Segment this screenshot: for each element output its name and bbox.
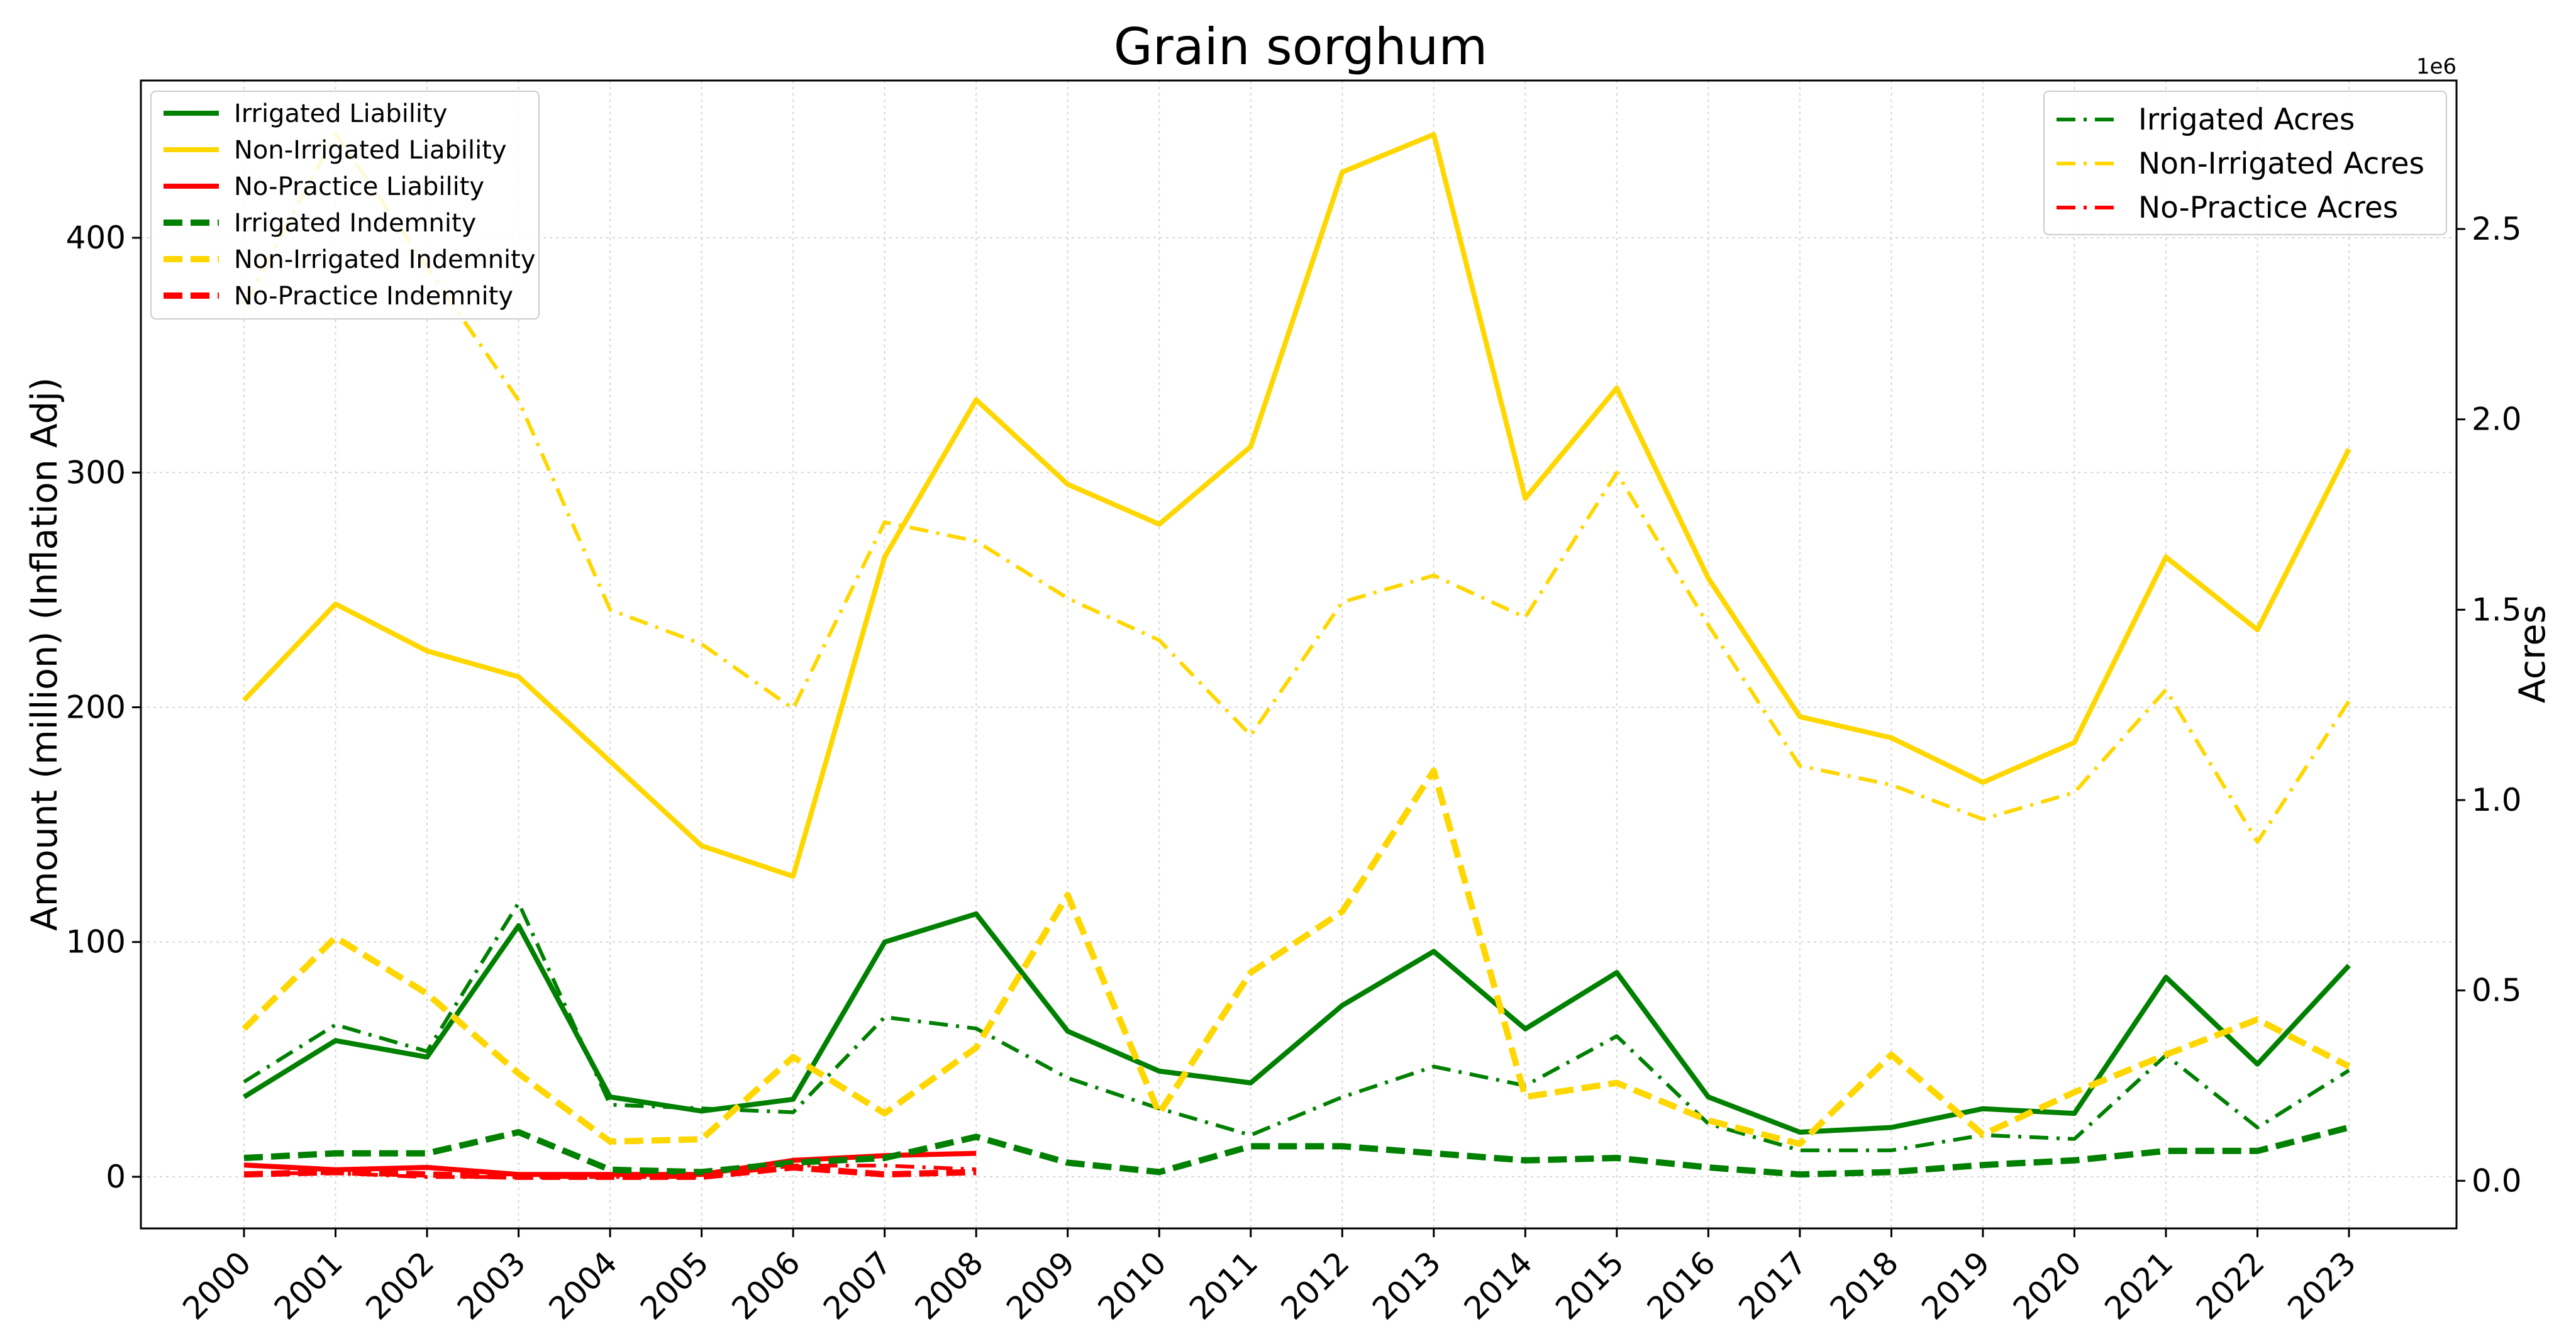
y-tick-label: 400 <box>66 220 126 256</box>
y-tick-label: 100 <box>66 924 126 960</box>
legend-frame <box>150 91 540 320</box>
series-line-irrigated-liability <box>242 911 2351 1135</box>
legend-label-no-practice-acres: No-Practice Acres <box>2138 191 2398 225</box>
y-axis-label: Amount (million) (Inflation Adj) <box>24 377 65 931</box>
y2-tick-label: 0.0 <box>2472 1162 2522 1199</box>
y-axis-left: 0 100 200 300 400 <box>66 220 141 1195</box>
legend-label-non-irrigated-liability: Non-Irrigated Liability <box>234 136 507 165</box>
legend-frame <box>2043 91 2447 235</box>
series-line-irrigated-acres <box>243 901 2350 1152</box>
y2-axis-label: Acres <box>2512 605 2553 703</box>
legend-label-non-irrigated-indemnity: Non-Irrigated Indemnity <box>234 245 536 274</box>
legend-right: Irrigated Acres Non-Irrigated Acres No-Pra… <box>2043 91 2447 235</box>
legend-label-no-practice-indemnity: No-Practice Indemnity <box>234 282 513 311</box>
y-tick-label: 0 <box>106 1159 126 1195</box>
series-line-no-practice-indemnity <box>243 1164 977 1180</box>
y2-tick-label: 1.5 <box>2472 591 2522 628</box>
legend-label-no-practice-liability: No-Practice Liability <box>234 172 484 201</box>
series-left-axis <box>242 131 2351 1180</box>
y2-offset-text: 1e6 <box>2416 54 2457 79</box>
series-line-non-irrigated-acres <box>242 131 2351 844</box>
legend-left: Irrigated Liability Non-Irrigated Liabili… <box>150 91 540 320</box>
y2-tick-label: 2.5 <box>2472 211 2522 247</box>
legend-label-irrigated-indemnity: Irrigated Indemnity <box>234 209 476 238</box>
y-tick-label: 200 <box>66 689 126 725</box>
y-tick-label: 300 <box>66 454 126 491</box>
y-axis-right: 0.0 0.5 1.0 1.5 2.0 2.5 <box>2457 211 2522 1199</box>
legend-label-irrigated-liability: Irrigated Liability <box>234 99 447 128</box>
series-line-non-irrigated-liability <box>242 131 2351 879</box>
legend-label-irrigated-acres: Irrigated Acres <box>2138 103 2355 137</box>
series-line-non-irrigated-indemnity <box>242 767 2351 1147</box>
plot-frame <box>140 79 2458 1230</box>
y2-tick-label: 0.5 <box>2472 972 2522 1009</box>
chart-title: Grain sorghum <box>1114 18 1488 76</box>
y2-tick-label: 2.0 <box>2472 401 2522 438</box>
series-line-irrigated-indemnity <box>243 1124 2350 1178</box>
legend-label-non-irrigated-acres: Non-Irrigated Acres <box>2138 147 2424 181</box>
y2-tick-label: 1.0 <box>2472 782 2522 818</box>
